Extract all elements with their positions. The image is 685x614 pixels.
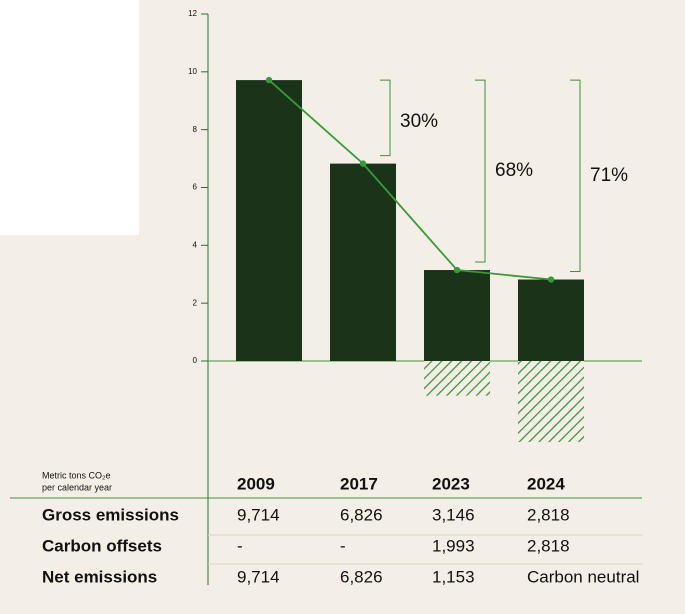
y-tick-label: 0 xyxy=(193,356,198,365)
table-cell: 1,993 xyxy=(432,536,475,555)
trend-point xyxy=(359,160,367,167)
offset-bar xyxy=(424,361,490,396)
table-cell: 6,826 xyxy=(340,505,383,524)
bracket xyxy=(475,79,486,263)
bar xyxy=(518,279,584,361)
table-cell: 9,714 xyxy=(237,567,280,586)
trend-point xyxy=(453,266,461,274)
offset-bar xyxy=(518,361,584,442)
annotation: 68% xyxy=(495,160,533,181)
y-tick-label: 6 xyxy=(193,183,198,192)
annotation: 71% xyxy=(590,165,628,186)
column-header: 2024 xyxy=(527,474,565,493)
bar xyxy=(330,163,396,361)
table-caption: per calendar year xyxy=(42,482,112,492)
annotation: 30% xyxy=(400,111,438,132)
table-cell: 6,826 xyxy=(340,567,383,586)
y-tick-label: 10 xyxy=(188,67,197,76)
row-label: Carbon offsets xyxy=(42,536,162,555)
table-caption: Metric tons CO₂e xyxy=(42,470,111,480)
table-cell: 2,818 xyxy=(527,536,570,555)
blank-panel xyxy=(0,0,139,235)
table-cell: 9,714 xyxy=(237,505,280,524)
column-header: 2009 xyxy=(237,474,275,493)
bar xyxy=(236,80,302,361)
trend-point xyxy=(547,276,555,283)
bracket xyxy=(570,79,581,273)
bracket xyxy=(380,79,391,157)
table-cell: 2,818 xyxy=(527,505,570,524)
y-tick-label: 2 xyxy=(193,298,198,307)
y-tick-label: 8 xyxy=(193,125,198,134)
trend-point xyxy=(265,76,273,84)
table: Metric tons CO₂e per calendar year 2009 2… xyxy=(10,470,642,586)
column-header: 2023 xyxy=(432,474,470,493)
table-cell: Carbon neutral xyxy=(527,567,639,586)
y-tick-label: 12 xyxy=(188,9,197,18)
y-tick-label: 4 xyxy=(193,240,198,249)
bar xyxy=(424,270,490,361)
row-label: Gross emissions xyxy=(42,505,179,524)
table-cell: 3,146 xyxy=(432,505,475,524)
table-cell: - xyxy=(237,536,243,555)
table-cell: 1,153 xyxy=(432,567,475,586)
table-cell: - xyxy=(340,536,346,555)
row-label: Net emissions xyxy=(42,567,157,586)
column-header: 2017 xyxy=(340,474,378,493)
trend-line xyxy=(268,79,552,281)
